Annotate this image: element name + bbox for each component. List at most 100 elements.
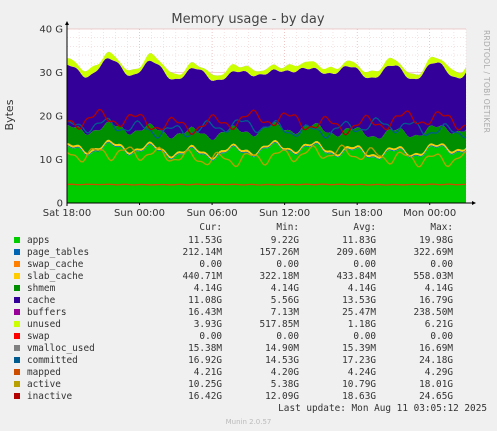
legend-min: 14.90M (265, 342, 299, 354)
legend-row-cache: cache 11.08G 5.56G 13.53G 16.79G (10, 294, 488, 306)
legend-swatch (14, 381, 20, 387)
legend-row-apps: apps 11.53G 9.22G 11.83G 19.98G (10, 234, 488, 246)
legend-cur: 11.53G (188, 234, 222, 246)
legend-max: 558.03M (413, 270, 453, 282)
legend-header-avg: Avg: (353, 222, 376, 233)
area-cache (67, 58, 466, 141)
legend-row-buffers: buffers 16.43M 7.13M 25.47M 238.50M (10, 306, 488, 318)
area-page-tables (67, 141, 466, 161)
legend-name: committed (27, 354, 78, 366)
legend-swatch (14, 285, 20, 291)
legend-avg: 25.47M (342, 306, 376, 318)
legend-row-committed: committed 16.92G 14.53G 17.23G 24.18G (10, 354, 488, 366)
legend-swatch (14, 333, 20, 339)
legend-swatch (14, 297, 20, 303)
legend-max: 4.14G (424, 282, 453, 294)
x-tick-label: Sun 12:00 (259, 208, 310, 219)
area-slab-cache (67, 139, 466, 160)
legend-min: 14.53G (265, 354, 299, 366)
legend-cur: 440.71M (182, 270, 222, 282)
legend-avg: 1.18G (347, 318, 376, 330)
legend-avg: 11.83G (342, 234, 376, 246)
line-series (66, 108, 467, 186)
legend-swatch (14, 273, 20, 279)
x-tick-label: Sun 06:00 (187, 208, 238, 219)
x-tick-label: Sun 00:00 (114, 208, 165, 219)
legend-name: cache (27, 294, 56, 306)
legend-avg: 18.63G (342, 390, 376, 402)
legend-swatch (14, 393, 20, 399)
legend-name: unused (27, 318, 61, 330)
legend-max: 19.98G (419, 234, 453, 246)
last-update: Last update: Mon Aug 11 03:05:12 2025 (278, 403, 487, 414)
legend: Cur: Min: Avg: Max: apps 11.53G 9.22G 11.83… (10, 222, 488, 402)
legend-avg: 433.84M (336, 270, 376, 282)
legend-swatch (14, 357, 20, 363)
legend-cur: 3.93G (193, 318, 222, 330)
legend-row-page-tables: page_tables 212.14M 157.26M 209.60M 322.69M (10, 246, 488, 258)
legend-swatch (14, 321, 20, 327)
legend-swatch (14, 237, 20, 243)
legend-row-vmalloc-used: vmalloc_used 15.38M 14.90M 15.39M 16.69M (10, 342, 488, 354)
legend-header-max: Max: (430, 222, 453, 233)
line-mapped (66, 183, 466, 186)
legend-cur: 10.25G (188, 378, 222, 390)
legend-header: Cur: Min: Avg: Max: (10, 222, 488, 234)
legend-swatch (14, 261, 20, 267)
y-tick-label: 40 G (39, 25, 63, 36)
area-apps (67, 142, 466, 203)
legend-min: 12.09G (265, 390, 299, 402)
rrdtool-label: RRDTOOL / TOBI OETIKER (482, 30, 491, 133)
legend-swatch (14, 309, 20, 315)
axes: 0 10 G 20 G 30 G 40 G Sat 18:00 Sun 00:00 Sun 0… (39, 21, 476, 219)
legend-max: 0.00 (430, 330, 453, 342)
legend-avg: 0.00 (353, 258, 376, 270)
x-tick-label: Mon 00:00 (403, 208, 456, 219)
legend-max: 6.21G (424, 318, 453, 330)
legend-cur: 4.14G (193, 282, 222, 294)
legend-cur: 16.92G (188, 354, 222, 366)
munin-version: Munin 2.0.57 (225, 418, 272, 426)
legend-min: 5.56G (270, 294, 299, 306)
legend-max: 0.00 (430, 258, 453, 270)
legend-max: 322.69M (413, 246, 453, 258)
legend-avg: 15.39M (342, 342, 376, 354)
legend-swatch (14, 249, 20, 255)
y-tick-label: 0 (57, 199, 63, 210)
legend-max: 16.79G (419, 294, 453, 306)
y-tick-label: 30 G (39, 68, 63, 79)
legend-max: 24.18G (419, 354, 453, 366)
legend-avg: 13.53G (342, 294, 376, 306)
legend-cur: 16.42G (188, 390, 222, 402)
line-active (66, 144, 467, 168)
legend-row-slab-cache: slab_cache 440.71M 322.18M 433.84M 558.03M (10, 270, 488, 282)
legend-cur: 212.14M (182, 246, 222, 258)
legend-avg: 17.23G (342, 354, 376, 366)
legend-row-unused: unused 3.93G 517.85M 1.18G 6.21G (10, 318, 488, 330)
legend-avg: 0.00 (353, 330, 376, 342)
legend-min: 0.00 (276, 330, 299, 342)
legend-name: swap_cache (27, 258, 84, 270)
legend-name: mapped (27, 366, 61, 378)
legend-swatch (14, 345, 20, 351)
legend-name: shmem (27, 282, 56, 294)
x-tick-label: Sat 18:00 (43, 208, 91, 219)
area-shmem (67, 121, 466, 158)
legend-avg: 4.24G (347, 366, 376, 378)
legend-max: 4.29G (424, 366, 453, 378)
legend-name: apps (27, 234, 50, 246)
legend-row-swap: swap 0.00 0.00 0.00 0.00 (10, 330, 488, 342)
legend-min: 157.26M (259, 246, 299, 258)
legend-max: 238.50M (413, 306, 453, 318)
legend-max: 16.69M (419, 342, 453, 354)
y-tick-label: 10 G (39, 155, 63, 166)
legend-header-min: Min: (276, 222, 299, 233)
legend-cur: 16.43M (188, 306, 222, 318)
legend-name: vmalloc_used (27, 342, 95, 354)
legend-name: swap (27, 330, 50, 342)
legend-min: 9.22G (270, 234, 299, 246)
x-tick-label: Sun 18:00 (332, 208, 383, 219)
stacked-areas (67, 51, 466, 203)
line-committed (66, 117, 467, 139)
